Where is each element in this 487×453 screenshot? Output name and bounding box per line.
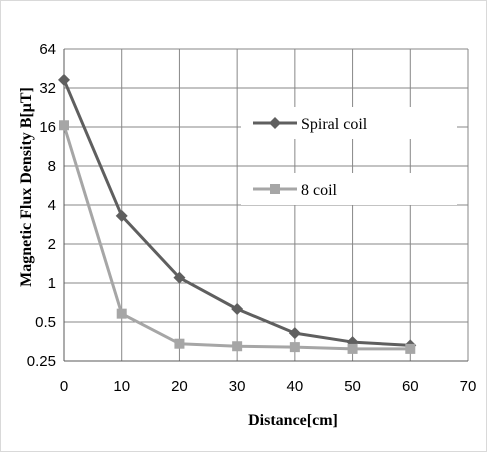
- spiral-coil-point: [58, 73, 70, 86]
- legend-label: 8 coil: [301, 182, 338, 199]
- x-tick-label: 20: [171, 378, 188, 395]
- x-axis-title: Distance[cm]: [248, 412, 338, 429]
- x-tick-label: 30: [229, 378, 246, 395]
- x-tick-label: 40: [287, 378, 304, 395]
- axes: 0.25 0.5 1 2 4 8 16 32 64 0 10 20 30 40 50 60 70: [27, 41, 477, 395]
- x-tick-label: 50: [344, 378, 361, 395]
- y-tick-label: 32: [39, 80, 56, 97]
- spiral-coil-point: [231, 302, 244, 315]
- legend: Spiral coil 8 coil: [241, 107, 457, 205]
- x-tick-label: 60: [402, 378, 419, 395]
- eight-coil-point: [116, 308, 127, 319]
- eight-coil-point: [347, 343, 358, 354]
- eight-coil-point: [405, 343, 416, 354]
- legend-marker: [270, 184, 280, 194]
- spiral-coil-point: [288, 327, 301, 340]
- y-tick-label: 0.5: [35, 314, 56, 331]
- legend-marker: [269, 117, 281, 129]
- eight-coil-point: [289, 342, 300, 353]
- x-tick-label: 0: [60, 378, 68, 395]
- spiral-coil-point: [173, 271, 186, 284]
- eight-coil-point: [174, 338, 185, 349]
- y-tick-label: 8: [48, 158, 56, 175]
- y-axis-title: Magnetic Flux Density B[μT]: [18, 87, 35, 287]
- y-tick-label: 64: [39, 41, 56, 58]
- series-area: [58, 73, 417, 354]
- y-tick-label: 0.25: [27, 353, 56, 370]
- spiral-coil-point: [115, 209, 128, 222]
- x-tick-label: 10: [113, 378, 130, 395]
- legend-label: Spiral coil: [301, 116, 368, 133]
- y-tick-label: 2: [48, 236, 56, 253]
- x-tick-label: 70: [460, 378, 477, 395]
- eight-coil-point: [59, 120, 69, 131]
- y-tick-label: 16: [39, 119, 56, 136]
- eight-coil-point: [232, 341, 243, 352]
- y-tick-label: 1: [48, 275, 56, 292]
- y-tick-label: 4: [48, 197, 56, 214]
